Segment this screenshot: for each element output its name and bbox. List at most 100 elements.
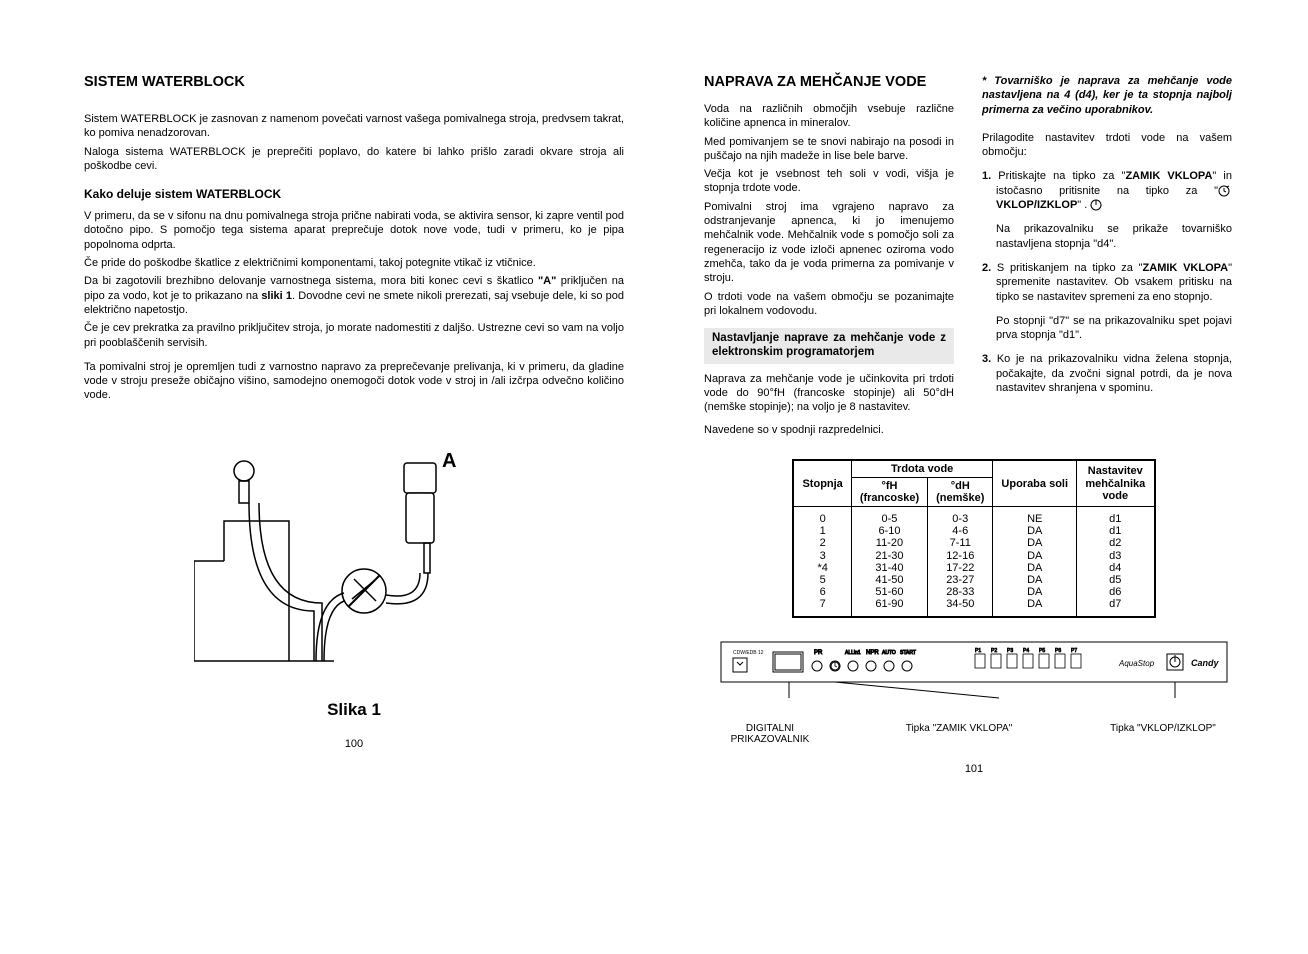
table-cell: d6 xyxy=(1077,586,1155,598)
table-cell: 51-60 xyxy=(851,586,927,598)
svg-text:P7: P7 xyxy=(1071,648,1077,654)
table-cell: 7-11 xyxy=(928,537,993,549)
left-p5: Da bi zagotovili brezhibno delovanje var… xyxy=(84,274,624,317)
right-page: NAPRAVA ZA MEHČANJE VODE Voda na različn… xyxy=(704,74,1244,775)
table-cell: d5 xyxy=(1077,574,1155,586)
table-row: 541-5023-27DAd5 xyxy=(793,574,1154,586)
steps-list: 1. Pritiskajte na tipko za "ZAMIK VKLOPA… xyxy=(982,169,1232,212)
t: Pritiskajte na tipko za " xyxy=(998,170,1125,182)
table-cell: 23-27 xyxy=(928,574,993,586)
svg-text:A: A xyxy=(442,450,456,472)
step2-note: Po stopnji "d7" se na prikazovalniku spe… xyxy=(982,314,1232,343)
th-fh: °fH(francoske) xyxy=(851,478,927,507)
table-row: 211-207-11DAd2 xyxy=(793,537,1154,549)
label-power: Tipka "VKLOP/IZKLOP" xyxy=(1088,723,1238,745)
delay-icon xyxy=(1218,185,1232,197)
control-panel: CDW/EDB 12 PR ALLin1 NPR AUTO START P1 xyxy=(704,640,1244,745)
table-cell: 5 xyxy=(793,574,851,586)
right-col-b: * Tovarniško je naprava za mehčanje vode… xyxy=(982,74,1232,441)
table-cell: DA xyxy=(993,574,1077,586)
svg-text:Candy: Candy xyxy=(1191,658,1220,668)
page-num-right: 101 xyxy=(704,763,1244,775)
b: ZAMIK VKLOPA xyxy=(1143,262,1229,274)
table-cell: 4-6 xyxy=(928,525,993,537)
left-p3: V primeru, da se v sifonu na dnu pomival… xyxy=(84,209,624,252)
svg-text:AUTO: AUTO xyxy=(882,650,896,656)
num: 2. xyxy=(982,262,997,274)
table-cell: 6 xyxy=(793,586,851,598)
panel-labels: DIGITALNI PRIKAZOVALNIK Tipka "ZAMIK VKL… xyxy=(704,723,1244,745)
table-cell: 28-33 xyxy=(928,586,993,598)
num: 3. xyxy=(982,353,997,365)
waterblock-diagram: A xyxy=(194,431,514,691)
ra-p1: Voda na različnih območjih vsebuje razli… xyxy=(704,102,954,131)
left-sub1: Kako deluje sistem WATERBLOCK xyxy=(84,187,624,201)
t: S pritiskanjem na tipko za " xyxy=(997,262,1143,274)
th-stopnja: Stopnja xyxy=(793,460,851,507)
svg-text:P4: P4 xyxy=(1023,648,1029,654)
table-cell: 61-90 xyxy=(851,598,927,617)
left-p6: Če je cev prekratka za pravilno priključ… xyxy=(84,321,624,350)
table-body: 00-50-3NEd116-104-6DAd1211-207-11DAd2321… xyxy=(793,507,1154,617)
table-cell: 31-40 xyxy=(851,562,927,574)
th-dh: °dH(nemške) xyxy=(928,478,993,507)
page-num-left: 100 xyxy=(84,738,624,750)
table-row: 321-3012-16DAd3 xyxy=(793,550,1154,562)
table-cell: d3 xyxy=(1077,550,1155,562)
left-p7: Ta pomivalni stroj je opremljen tudi z v… xyxy=(84,360,624,403)
step-2: 2. S pritiskanjem na tipko za "ZAMIK VKL… xyxy=(982,261,1232,304)
steps-list-3: 3. Ko je na prikazovalniku vidna želena … xyxy=(982,352,1232,395)
table-cell: 7 xyxy=(793,598,851,617)
factory-note: * Tovarniško je naprava za mehčanje vode… xyxy=(982,74,1232,117)
th-trdota: Trdota vode xyxy=(851,460,993,478)
t: Ko je na prikazovalniku vidna želena sto… xyxy=(996,353,1232,394)
svg-text:ALLin1: ALLin1 xyxy=(845,650,861,656)
left-title: SISTEM WATERBLOCK xyxy=(84,74,624,90)
table-cell: 6-10 xyxy=(851,525,927,537)
t: Da bi zagotovili brezhibno delovanje var… xyxy=(84,275,538,287)
svg-text:P1: P1 xyxy=(975,648,981,654)
ra-p7: Navedene so v spodnji razpredelnici. xyxy=(704,423,954,437)
b: VKLOP/IZKLOP xyxy=(996,199,1077,211)
ra-p5: O trdoti vode na vašem območju se pozani… xyxy=(704,290,954,319)
table-cell: 3 xyxy=(793,550,851,562)
table-row: 761-9034-50DAd7 xyxy=(793,598,1154,617)
svg-text:START: START xyxy=(900,650,916,656)
b: ZAMIK VKLOPA xyxy=(1125,170,1212,182)
table-cell: d1 xyxy=(1077,525,1155,537)
left-page: SISTEM WATERBLOCK Sistem WATERBLOCK je z… xyxy=(84,74,624,775)
table-cell: DA xyxy=(993,562,1077,574)
svg-text:CDW/EDB 12: CDW/EDB 12 xyxy=(733,650,764,656)
power-icon xyxy=(1090,199,1102,211)
num: 1. xyxy=(982,170,998,182)
table-cell: DA xyxy=(993,550,1077,562)
table-cell: 17-22 xyxy=(928,562,993,574)
page-container: SISTEM WATERBLOCK Sistem WATERBLOCK je z… xyxy=(84,74,1248,775)
table-cell: 11-20 xyxy=(851,537,927,549)
subheading-programator: Nastavljanje naprave za mehčanje vode z … xyxy=(704,328,954,364)
table-cell: 41-50 xyxy=(851,574,927,586)
table-cell: 12-16 xyxy=(928,550,993,562)
bold-a: "A" xyxy=(538,275,556,287)
table-cell: 1 xyxy=(793,525,851,537)
svg-text:PR: PR xyxy=(814,650,823,656)
table-cell: NE xyxy=(993,507,1077,526)
step1-note: Na prikazovalniku se prikaže tovarniško … xyxy=(982,222,1232,251)
th-uporaba: Uporaba soli xyxy=(993,460,1077,507)
table-cell: 34-50 xyxy=(928,598,993,617)
table-cell: 0-5 xyxy=(851,507,927,526)
svg-text:P2: P2 xyxy=(991,648,997,654)
table-cell: d2 xyxy=(1077,537,1155,549)
svg-text:AquaStop: AquaStop xyxy=(1118,659,1155,668)
svg-text:P6: P6 xyxy=(1055,648,1061,654)
control-panel-svg: CDW/EDB 12 PR ALLin1 NPR AUTO START P1 xyxy=(719,640,1229,700)
ra-p2: Med pomivanjem se te snovi nabirajo na p… xyxy=(704,135,954,164)
table-cell: 21-30 xyxy=(851,550,927,562)
table-row: 16-104-6DAd1 xyxy=(793,525,1154,537)
rb-p1: Prilagodite nastavitev trdoti vode na va… xyxy=(982,131,1232,160)
table-cell: d1 xyxy=(1077,507,1155,526)
left-p2: Naloga sistema WATERBLOCK je preprečiti … xyxy=(84,145,624,174)
table-cell: 0 xyxy=(793,507,851,526)
table-cell: d4 xyxy=(1077,562,1155,574)
table-cell: DA xyxy=(993,598,1077,617)
